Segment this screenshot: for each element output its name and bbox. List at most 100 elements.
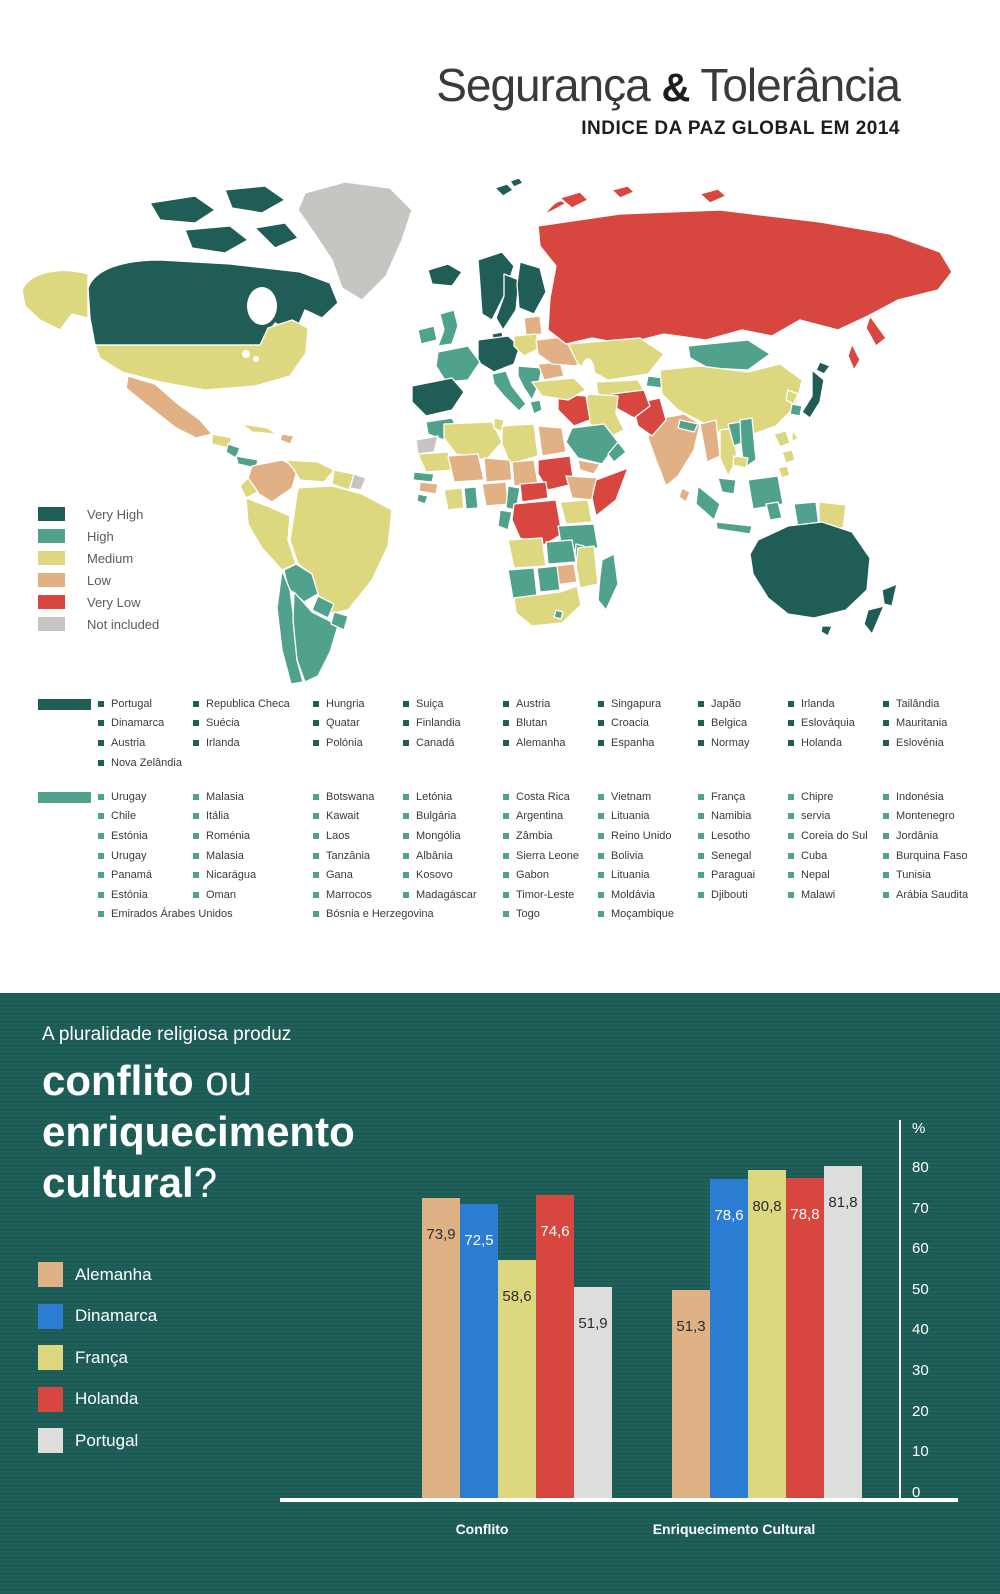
country-label: Cuba	[801, 849, 828, 862]
country-bullet-icon	[403, 813, 409, 820]
country-label: Gabon	[516, 869, 550, 882]
country-bullet-icon	[883, 700, 889, 707]
country-item: Mauritania	[883, 714, 947, 734]
country-label: Roménia	[206, 829, 251, 842]
country-item: Nova Zelândia	[98, 753, 182, 773]
country-column: Irlanda Eslováquia Holanda	[788, 694, 855, 753]
country-item: Tanzânia	[313, 846, 434, 866]
country-label: Montenegro	[896, 810, 955, 823]
country-bullet-icon	[403, 700, 409, 707]
country-label: Letónia	[416, 790, 453, 803]
country-label: Burquina Faso	[896, 849, 968, 862]
country-label: Singapura	[611, 697, 662, 710]
country-bullet-icon	[313, 832, 319, 839]
country-label: Holanda	[801, 736, 842, 749]
country-column: Indonésia Montenegro Jordânia Burquina Faso…	[883, 787, 968, 905]
chart-legend-label: Portugal	[75, 1430, 139, 1450]
map-legend-label: Very Low	[87, 594, 141, 610]
bar-value-label: 72,5	[464, 1231, 494, 1249]
country-bullet-icon	[98, 739, 104, 746]
country-bullet-icon	[883, 739, 889, 746]
country-bullet-icon	[403, 793, 409, 800]
country-bullet-icon	[598, 720, 604, 727]
chart-legend-item: Dinamarca	[38, 1303, 158, 1329]
country-item: Roménia	[193, 826, 256, 846]
country-item: Burquina Faso	[883, 846, 968, 866]
country-item: Indonésia	[883, 787, 968, 807]
country-item: Blutan	[503, 714, 566, 734]
country-label: Finlandia	[416, 717, 461, 730]
country-label: Malawi	[801, 888, 836, 901]
country-bullet-icon	[98, 872, 104, 879]
country-item: Paraguai	[698, 865, 755, 885]
country-bullet-icon	[403, 891, 409, 898]
country-item: Emirados Árabes Unidos	[98, 905, 233, 925]
country-label: Zâmbia	[516, 829, 553, 842]
country-bullet-icon	[313, 872, 319, 879]
chart-legend-swatch	[38, 1386, 63, 1412]
country-label: Irlanda	[206, 736, 240, 749]
chart-legend-label: França	[75, 1347, 128, 1367]
country-label: Lituania	[611, 810, 650, 823]
country-bullet-icon	[598, 852, 604, 859]
chart-legend-label: Dinamarca	[75, 1306, 158, 1325]
bar-holanda-conflito: 74,6	[536, 1195, 574, 1498]
map-legend-label: Medium	[87, 550, 134, 566]
y-tick: %	[912, 1120, 926, 1137]
country-item: Suiça	[403, 694, 461, 714]
country-label: Timor-Leste	[516, 888, 575, 901]
bar-value-label: 51,3	[676, 1317, 706, 1335]
country-column: Hungria Quatar Polónia	[313, 694, 365, 753]
y-tick: 0	[912, 1483, 921, 1501]
country-bullet-icon	[503, 911, 509, 918]
country-item: Japão	[698, 694, 750, 714]
bar-holanda-enriquecimento: 78,8	[786, 1178, 824, 1498]
country-bullet-icon	[313, 813, 319, 820]
country-item: Bolivia	[598, 846, 674, 866]
country-bullet-icon	[403, 720, 409, 727]
country-item: Marrocos	[313, 885, 434, 905]
country-label: Japão	[711, 697, 741, 710]
country-item: Botswana	[313, 787, 434, 807]
country-item: Nepal	[788, 865, 868, 885]
country-bullet-icon	[788, 793, 794, 800]
country-label: Bulgária	[416, 810, 457, 823]
country-item: Panamá	[98, 865, 233, 885]
country-item: Malasia	[193, 787, 256, 807]
country-bullet-icon	[698, 891, 704, 898]
y-tick: 80	[912, 1159, 929, 1176]
country-label: Espanha	[611, 736, 655, 749]
y-tick: 30	[912, 1362, 929, 1379]
country-bullet-icon	[698, 832, 704, 839]
country-bullet-icon	[788, 891, 794, 898]
map-legend-swatch	[38, 529, 65, 543]
country-label: Itália	[206, 810, 230, 823]
map-legend-label: High	[87, 528, 114, 544]
bar-frança-enriquecimento: 80,8	[748, 1169, 786, 1498]
bar-value-label: 78,6	[714, 1206, 744, 1224]
country-bullet-icon	[883, 720, 889, 727]
country-bullet-icon	[883, 832, 889, 839]
country-item: Suécia	[193, 714, 290, 734]
country-bullet-icon	[503, 739, 509, 746]
country-bullet-icon	[98, 852, 104, 859]
bar-alemanha-conflito: 73,9	[422, 1197, 460, 1498]
country-bullet-icon	[98, 759, 104, 766]
chart-legend-swatch	[38, 1428, 63, 1453]
country-label: Vietnam	[611, 790, 652, 803]
country-item: Timor-Leste	[503, 885, 579, 905]
country-bullet-icon	[313, 793, 319, 800]
y-tick: 20	[912, 1402, 929, 1420]
map-legend-row: Very Low	[38, 591, 159, 613]
chart-legend-item: Portugal	[38, 1428, 157, 1453]
country-label: Jordânia	[896, 829, 939, 842]
country-label: Canadá	[416, 736, 455, 749]
country-bullet-icon	[98, 813, 104, 820]
country-bullet-icon	[98, 793, 104, 800]
country-bullet-icon	[193, 739, 199, 746]
page-subtitle: INDICE DA PAZ GLOBAL EM 2014	[581, 117, 900, 139]
country-label: Coreia do Sul	[801, 829, 868, 842]
y-tick: 70	[912, 1199, 929, 1217]
country-label: Nicarágua	[206, 869, 257, 882]
country-bullet-icon	[698, 813, 704, 820]
